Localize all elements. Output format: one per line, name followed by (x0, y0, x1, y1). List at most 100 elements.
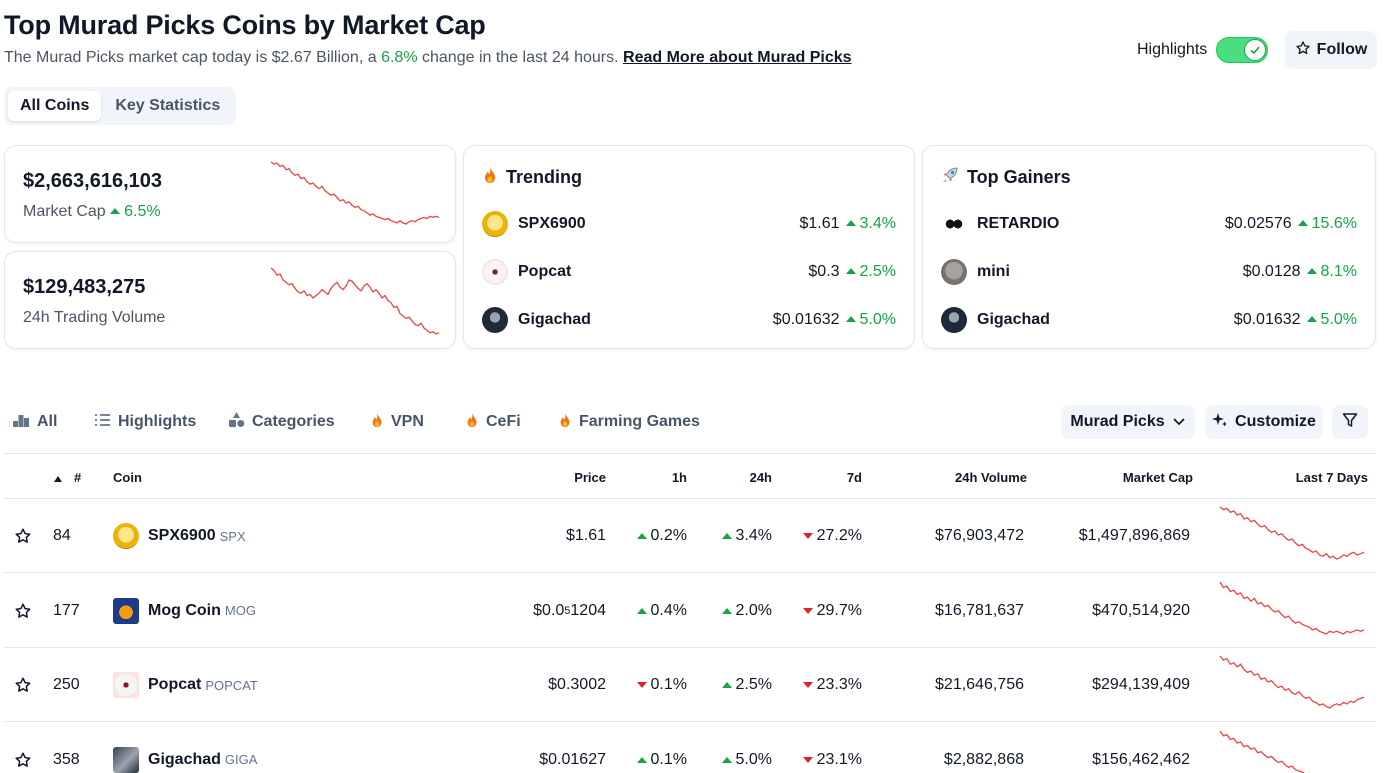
change-24h: 2.0% (694, 574, 772, 648)
price-header[interactable]: Price (574, 469, 606, 485)
coin-name: Mog Coin (148, 601, 221, 619)
category-cefi[interactable]: CeFi (465, 403, 521, 441)
sparkle-icon (1212, 412, 1228, 433)
coin-volume: $2,882,868 (943, 750, 1024, 768)
coin-symbol: POPCAT (205, 677, 258, 693)
24h-volume-header[interactable]: 24h Volume (954, 469, 1027, 485)
check-icon (1244, 39, 1267, 61)
market-cap-label: Market Cap (23, 203, 106, 220)
sparkline-path (270, 267, 440, 335)
coin-volume: $21,646,756 (935, 676, 1024, 693)
star-icon[interactable] (14, 574, 32, 648)
change-1h: 0.2% (614, 499, 687, 573)
coin-link[interactable]: Mog Coin MOG (113, 574, 256, 648)
coin-price: $0.01627 (539, 750, 606, 768)
read-more-link[interactable]: Read More about Murad Picks (623, 49, 852, 66)
coin-price: $0.01632 (1233, 311, 1301, 328)
coin-price: $0.3 (808, 263, 840, 280)
coin-name: SPX6900 (518, 215, 586, 232)
coin-logo (113, 597, 139, 624)
coin-symbol: MOG (224, 603, 256, 618)
highlights-label: Highlights (1137, 41, 1208, 58)
category-highlights[interactable]: Highlights (94, 403, 196, 441)
category-cefi-label: CeFi (486, 413, 521, 430)
change-7d: 27.2% (784, 499, 862, 573)
top-gainers-title: Top Gainers (941, 166, 1071, 189)
change-1h: 0.1% (614, 648, 687, 722)
coin-change: 5.0% (1307, 311, 1357, 329)
category-farming-games[interactable]: Farming Games (558, 403, 700, 441)
tab-key-statistics[interactable]: Key Statistics (115, 97, 221, 114)
page-title: Top Murad Picks Coins by Market Cap (4, 10, 486, 40)
filter-button[interactable] (1332, 405, 1368, 439)
top-gainers-title-text: Top Gainers (967, 167, 1071, 187)
trending-title-text: Trending (506, 167, 582, 187)
change-1h: 0.4% (614, 574, 687, 648)
market-cap-label-row: Market Cap 6.5% (23, 203, 161, 221)
category-vpn-label: VPN (391, 413, 424, 430)
star-icon (1295, 40, 1311, 61)
trending-row[interactable]: Popcat $0.3 2.5% (482, 259, 896, 285)
trending-row[interactable]: SPX6900 $1.61 3.4% (482, 211, 896, 237)
tab-all-coins[interactable]: All Coins (8, 91, 102, 121)
star-icon[interactable] (14, 723, 32, 773)
coin-link[interactable]: Popcat POPCAT (113, 648, 258, 722)
summary-text: The Murad Picks market cap today is $2.6… (4, 49, 377, 66)
coin-logo (113, 672, 139, 698)
coin-name: Popcat (518, 263, 572, 280)
customize-button[interactable]: Customize (1205, 405, 1323, 439)
change-24h: 2.5% (694, 648, 772, 722)
coin-rank: 358 (53, 750, 80, 768)
price-zero-count: 5 (564, 604, 571, 617)
rank-header[interactable]: # (54, 454, 81, 500)
1h-header[interactable]: 1h (671, 469, 687, 485)
sparkline-path (1219, 581, 1365, 635)
star-icon[interactable] (14, 499, 32, 573)
coin-table-header: # Coin Price 1h 24h 7d 24h Volume Market… (4, 453, 1376, 499)
category-all[interactable]: All (12, 403, 57, 441)
shapes-icon (228, 411, 245, 433)
gainer-row[interactable]: Gigachad $0.01632 5.0% (941, 307, 1357, 333)
coin-7d-sparkline (1219, 730, 1311, 773)
coin-change: 15.6% (1298, 215, 1357, 233)
coin-change: 2.5% (846, 263, 896, 281)
table-row[interactable]: 177 Mog Coin MOG $0.0 5 1204 0.4% 2.0% 29.7% $16,… (4, 574, 1376, 648)
coin-name: mini (977, 263, 1010, 280)
coin-logo (941, 307, 967, 333)
category-all-label: All (37, 413, 58, 430)
rank-header-label: # (74, 469, 82, 485)
gainer-row[interactable]: mini $0.0128 8.1% (941, 259, 1357, 285)
coin-price: $0.0128 (1242, 263, 1301, 280)
category-categories[interactable]: Categories (228, 403, 335, 441)
7d-header[interactable]: 7d (846, 469, 862, 485)
coin-logo (113, 746, 139, 773)
coin-name: Popcat (148, 676, 202, 693)
table-row[interactable]: 250 Popcat POPCAT $0.3002 0.1% 2.5% 23.3% $21,6… (4, 648, 1376, 722)
table-row[interactable]: 358 Gigachad GIGA $0.01627 0.1% 5.0% 23.1% $2,8… (4, 723, 1376, 773)
coin-logo (482, 259, 508, 285)
murad-picks-dropdown[interactable]: Murad Picks (1061, 405, 1195, 439)
coin-link[interactable]: SPX6900 SPX (113, 499, 246, 573)
trending-row[interactable]: Gigachad $0.01632 5.0% (482, 307, 896, 333)
coin-price: $0.0 5 1204 (484, 574, 606, 648)
table-row[interactable]: 84 SPX6900 SPX $1.61 0.2% 3.4% 27.2% $76,903,47… (4, 499, 1376, 573)
follow-button[interactable]: Follow (1285, 31, 1377, 69)
coin-symbol: GIGA (224, 752, 258, 767)
coin-rank: 84 (53, 527, 71, 544)
category-bar: All Highlights Categories VPN CeFi Farmi… (4, 403, 1374, 441)
coin-market-cap: $294,139,409 (1092, 676, 1190, 693)
highlights-toggle[interactable] (1216, 37, 1269, 63)
coin-name: SPX6900 (148, 527, 216, 544)
coin-symbol: SPX (219, 528, 246, 544)
gainer-row[interactable]: RETARDIO $0.02576 15.6% (941, 211, 1357, 237)
star-icon[interactable] (14, 648, 32, 722)
24h-header[interactable]: 24h (749, 469, 772, 485)
volume-card: $129,483,275 24h Trading Volume (4, 251, 456, 349)
category-vpn[interactable]: VPN (370, 403, 424, 441)
market-cap-header[interactable]: Market Cap (1122, 469, 1193, 485)
fire-icon (370, 412, 384, 433)
coin-header[interactable]: Coin (113, 469, 142, 485)
coin-change: 8.1% (1307, 263, 1357, 281)
coin-logo (941, 259, 967, 285)
coin-link[interactable]: Gigachad GIGA (113, 723, 257, 773)
